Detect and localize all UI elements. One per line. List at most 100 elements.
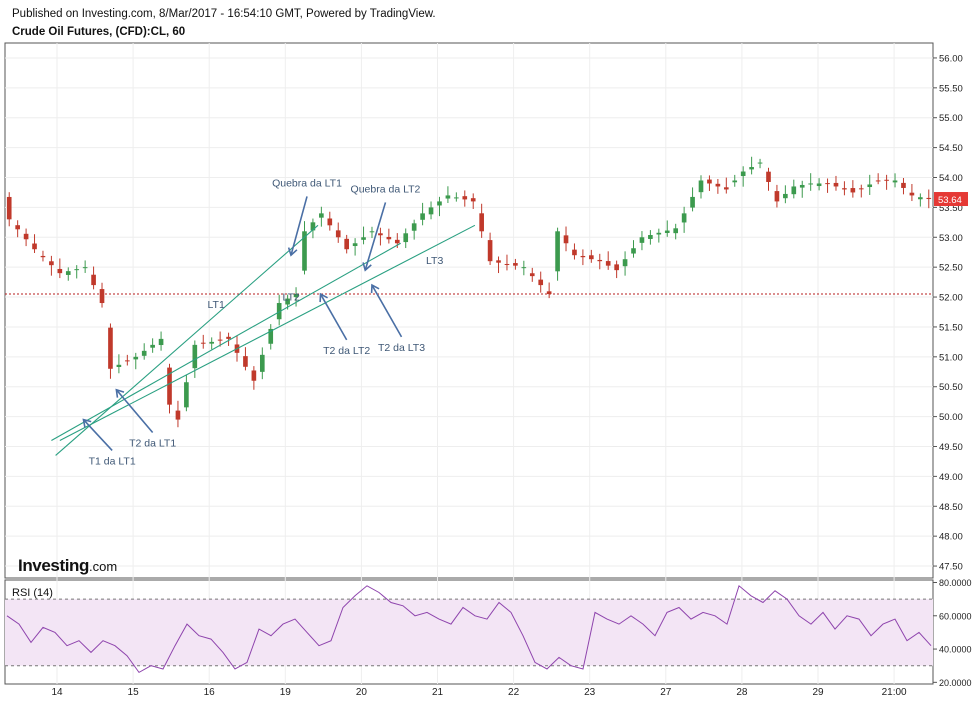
x-tick-label: 29 (812, 687, 824, 698)
x-tick-label: 22 (508, 687, 520, 698)
candle-body (437, 201, 442, 206)
rsi-label: RSI (14) (12, 587, 53, 599)
candle-body (49, 261, 54, 266)
y-tick-label: 48.50 (939, 502, 963, 513)
candle-body (175, 410, 181, 420)
candle-body (420, 213, 425, 220)
x-tick-label: 20 (356, 687, 368, 698)
annotation-arrow (82, 419, 113, 451)
candle-body (698, 180, 704, 193)
candle-body (496, 260, 501, 263)
x-tick-label: 23 (584, 687, 596, 698)
y-tick-label: 48.00 (939, 532, 963, 543)
candle-body (158, 338, 164, 346)
candle-body (310, 222, 316, 231)
candle-body (335, 230, 341, 238)
candle-body (487, 240, 493, 262)
candle-body (808, 183, 813, 185)
candle-body (631, 248, 636, 254)
candle-body (614, 264, 619, 271)
candle-body (589, 255, 594, 260)
candle-body (40, 255, 46, 258)
rsi-y-tick-label: 80.0000 (939, 578, 972, 588)
candle-body (926, 197, 932, 200)
price-pane (4, 42, 934, 579)
candle-body (133, 356, 139, 360)
x-tick-label: 15 (128, 687, 140, 698)
candle-body (563, 235, 569, 244)
candle-body (285, 298, 290, 305)
candle-body (91, 274, 96, 286)
candle-body (740, 171, 746, 177)
candle-body (6, 196, 12, 220)
candle-body (732, 180, 738, 183)
annotation-arrow (290, 196, 308, 256)
annotation-label: T1 da LT1 (89, 455, 136, 467)
candle-body (243, 356, 248, 367)
annotation-label: T2 da LT3 (378, 342, 425, 354)
candle-body (200, 342, 206, 344)
y-tick-label: 56.00 (939, 53, 963, 64)
candle-body (184, 382, 189, 408)
annotation-label: T2 da LT2 (323, 345, 370, 357)
y-tick-label: 53.50 (939, 203, 963, 214)
candle-body (386, 236, 392, 240)
candle-body (454, 197, 459, 199)
published-line: Published on Investing.com, 8/Mar/2017 -… (12, 8, 436, 20)
candle-body (690, 196, 695, 208)
y-tick-label: 49.00 (939, 472, 963, 483)
trendline-label: LT2 (283, 292, 300, 304)
logo-name: Investing (18, 556, 90, 575)
candle-body (723, 187, 729, 190)
annotation-label: Quebra da LT2 (351, 183, 421, 195)
rsi-band (5, 599, 933, 666)
candle-body (369, 231, 375, 233)
candle-body (783, 193, 788, 199)
candle-body (842, 188, 847, 190)
trendline-lt1 (55, 224, 319, 456)
y-tick-label: 53.00 (939, 233, 963, 244)
arrow-head (370, 283, 380, 294)
candle-body (867, 184, 873, 188)
candle-body (276, 303, 282, 320)
annotation-arrow (115, 389, 154, 434)
candle-body (394, 239, 400, 244)
candle-body (57, 268, 63, 274)
candle-body (555, 231, 560, 272)
candle-body (597, 259, 603, 262)
y-tick-label: 50.00 (939, 412, 963, 423)
candle-body (673, 228, 679, 234)
candle-body (217, 339, 223, 341)
x-tick-label: 27 (660, 687, 672, 698)
x-tick-label: 16 (204, 687, 216, 698)
candle-body (715, 183, 721, 187)
annotation-arrow (364, 202, 387, 271)
candle-body (580, 255, 586, 258)
x-tick-label: 14 (51, 687, 63, 698)
y-tick-label: 51.50 (939, 322, 963, 333)
candle-body (858, 188, 864, 190)
candle-body (538, 279, 544, 286)
candle-body (648, 235, 653, 239)
y-tick-label: 51.00 (939, 352, 963, 363)
x-tick-label: 21 (432, 687, 444, 698)
x-tick-label: 19 (280, 687, 292, 698)
candle-body (352, 243, 358, 247)
y-tick-label: 54.50 (939, 143, 963, 154)
last-price-tag (934, 192, 968, 207)
candle-body (403, 233, 409, 243)
candle-body (479, 213, 484, 232)
candle-body (167, 367, 172, 405)
candle-body (116, 364, 122, 367)
candle-body (605, 261, 611, 266)
annotation-arrow (319, 293, 348, 341)
candle-body (875, 180, 881, 182)
arrow-head (362, 262, 372, 272)
candle-body (816, 183, 822, 187)
candle-body (361, 237, 366, 240)
trendline-lt2 (51, 242, 401, 441)
y-tick-label: 55.50 (939, 83, 963, 94)
candle-body (445, 195, 451, 199)
candle-body (209, 341, 215, 344)
